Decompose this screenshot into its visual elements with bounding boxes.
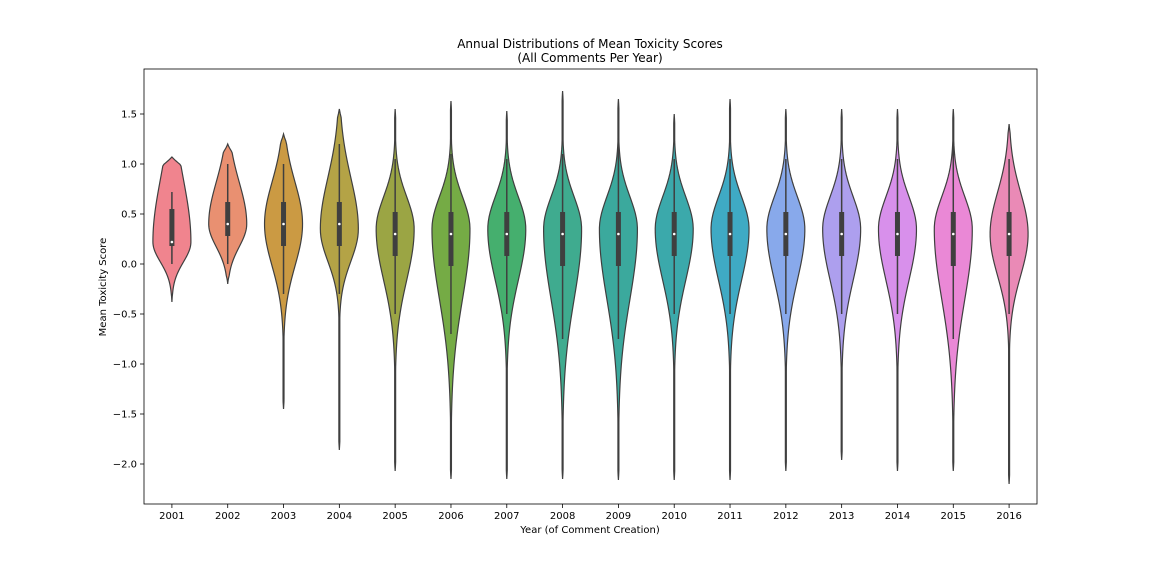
y-tick-label: 1.5	[121, 110, 137, 121]
x-tick-label: 2002	[215, 511, 240, 522]
median-point-2002	[226, 222, 230, 226]
chart-subtitle: (All Comments Per Year)	[517, 51, 662, 65]
iqr-box-2006	[448, 212, 454, 266]
iqr-box-2001	[169, 209, 175, 246]
x-tick-label: 2006	[438, 511, 463, 522]
median-point-2011	[728, 232, 732, 236]
median-point-2009	[617, 232, 620, 236]
median-point-2010	[672, 232, 676, 236]
plot-area	[152, 90, 1029, 485]
y-tick-label: 1.0	[121, 160, 137, 171]
median-point-2013	[840, 232, 843, 236]
median-point-2014	[896, 232, 899, 236]
x-tick-label: 2001	[159, 511, 184, 522]
median-point-2003	[282, 222, 285, 226]
y-tick-label: −0.5	[113, 310, 137, 321]
x-tick-label: 2012	[773, 511, 798, 522]
y-tick-label: −1.5	[113, 410, 137, 421]
x-tick-label: 2013	[829, 511, 854, 522]
iqr-box-2009	[615, 212, 621, 266]
x-tick-label: 2003	[271, 511, 296, 522]
median-point-2007	[505, 232, 509, 236]
median-point-2008	[561, 232, 564, 236]
x-tick-label: 2009	[606, 511, 631, 522]
median-point-2005	[393, 232, 397, 236]
median-point-2004	[338, 222, 341, 226]
x-tick-label: 2008	[550, 511, 575, 522]
median-point-2015	[951, 232, 955, 236]
y-tick-label: 0.0	[121, 260, 137, 271]
x-tick-label: 2010	[661, 511, 686, 522]
x-tick-label: 2004	[327, 511, 352, 522]
median-point-2006	[449, 232, 453, 236]
y-tick-label: −2.0	[113, 460, 137, 471]
y-axis-label: Mean Toxicity Score	[98, 238, 109, 337]
plot-frame	[143, 68, 1038, 505]
chart-title: Annual Distributions of Mean Toxicity Sc…	[457, 37, 723, 51]
iqr-box-2015	[950, 212, 956, 266]
x-tick-label: 2015	[941, 511, 966, 522]
y-tick-label: −1.0	[113, 360, 137, 371]
x-tick-label: 2011	[717, 511, 742, 522]
median-point-2001	[170, 240, 174, 244]
x-tick-label: 2005	[382, 511, 407, 522]
x-tick-label: 2016	[996, 511, 1021, 522]
x-axis: 2001 2002 2003 2004 2005 2006 2007 2008 2009 2010…	[159, 504, 1022, 522]
x-tick-label: 2014	[885, 511, 910, 522]
iqr-box-2002	[225, 202, 231, 236]
median-point-2012	[784, 232, 788, 236]
median-point-2016	[1007, 232, 1011, 236]
x-tick-label: 2007	[494, 511, 519, 522]
x-axis-label: Year (of Comment Creation)	[519, 525, 660, 536]
y-axis: 1.5 1.0 0.5 0.0 −0.5 −1.0 −1.5 −2.0	[113, 110, 144, 471]
iqr-box-2008	[560, 212, 566, 266]
y-tick-label: 0.5	[121, 210, 137, 221]
